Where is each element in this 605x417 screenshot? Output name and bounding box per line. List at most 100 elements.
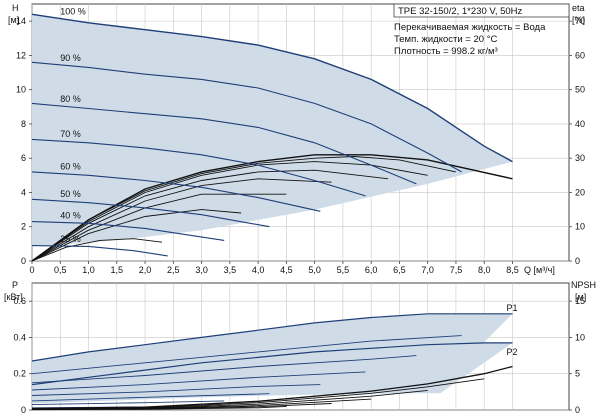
npsh-curves [31, 365, 513, 411]
head-curve-label-6: 40 % [60, 210, 81, 220]
flow-tick-label-15: 7,5 [450, 265, 463, 275]
head-curve-2 [31, 102, 417, 185]
npsh-axis-ticks: 0 5 10 15 [569, 296, 585, 415]
head-tick-label-0: 0 [21, 256, 26, 266]
power-axis-name: P [12, 280, 18, 290]
head-curve-6 [31, 221, 225, 241]
flow-tick-label-5: 2,5 [167, 265, 180, 275]
head-tick-label-6: 12 [16, 50, 26, 60]
eta-axis-unit: [%] [572, 15, 585, 25]
flow-tick-label-4: 2,0 [139, 265, 152, 275]
flow-tick-label-13: 6,5 [393, 265, 406, 275]
power-series-p1 [31, 313, 513, 362]
power-series-labels: P1 P2 [506, 303, 517, 357]
head-operating-envelope [32, 14, 513, 246]
head-curve-4 [31, 171, 321, 212]
head-axis-name: H [12, 3, 19, 13]
eta-curve-4 [31, 178, 332, 262]
pump-title-box [393, 3, 570, 18]
flow-axis-label: Q [м³/ч] [524, 265, 555, 275]
power-npsh-chart: P1 P2 0 0.2 0.4 0.6 0 5 10 15 P [кВт] NPSH [м] [4, 280, 596, 415]
flow-tick-label-10: 5,0 [308, 265, 321, 275]
head-curve-label-1: 90 % [60, 53, 81, 63]
power-axis-ticks: 0 0.2 0.4 0.6 [13, 296, 32, 415]
fluid-temp-info: Темп. жидкости = 20 °C [394, 34, 497, 45]
npsh-curve-0 [31, 365, 513, 410]
power-tick-label-0: 0 [21, 405, 26, 415]
eta-tick-label-2: 20 [575, 187, 585, 197]
eta-tick-label-5: 50 [575, 85, 585, 95]
flow-tick-label-9: 4,5 [280, 265, 293, 275]
power-family-curve-5 [31, 400, 225, 406]
power-family-curve-4 [31, 393, 270, 402]
eta-tick-label-4: 40 [575, 119, 585, 129]
head-curve-label-0: 100 % [60, 7, 86, 17]
flow-tick-label-14: 7,0 [421, 265, 434, 275]
flow-tick-label-6: 3,0 [195, 265, 208, 275]
flow-tick-label-11: 5,5 [337, 265, 350, 275]
head-curve-label-3: 70 % [60, 129, 81, 139]
head-curves [31, 13, 513, 257]
head-curve-5 [31, 198, 270, 228]
npsh-tick-label-3: 15 [575, 296, 585, 306]
head-axis-unit: [м] [8, 15, 19, 25]
npsh-tick-label-0: 0 [575, 405, 580, 415]
head-chart: 100 % 90 % 80 % 70 % 60 % 50 % 40 % 25 % 0 2 4 6 8 1… [8, 3, 585, 275]
npsh-tick-label-2: 10 [575, 332, 585, 342]
head-curve-0 [31, 13, 513, 163]
head-tick-label-5: 10 [16, 85, 26, 95]
flow-tick-label-8: 4,0 [252, 265, 265, 275]
npsh-axis-name: NPSH [571, 280, 596, 290]
head-curve-labels: 100 % 90 % 80 % 70 % 60 % 50 % 40 % 25 % [60, 7, 86, 244]
head-tick-label-1: 2 [21, 222, 26, 232]
head-curve-label-5: 50 % [60, 189, 81, 199]
eta-curve-6 [31, 209, 242, 262]
power-axis-unit: [кВт] [4, 292, 23, 302]
eta-tick-label-7: 70 [575, 16, 585, 26]
flow-tick-label-0: 0 [29, 265, 34, 275]
flow-axis-ticks: 0 0,5 1,0 1,5 2,0 2,5 3,0 3,5 4,0 4,5 5,0 5,5 6,0 6,5… [29, 261, 519, 275]
power-family-curve-0 [31, 335, 462, 375]
head-curve-1 [31, 61, 462, 173]
flow-tick-label-3: 1,5 [111, 265, 124, 275]
head-tick-label-4: 8 [21, 119, 26, 129]
power-tick-label-1: 0.2 [13, 369, 26, 379]
head-tick-label-2: 4 [21, 187, 26, 197]
head-tick-label-7: 14 [16, 16, 26, 26]
eta-curve-0 [31, 154, 513, 262]
flow-tick-label-1: 0,5 [54, 265, 67, 275]
power-series-label-p2: P2 [506, 347, 517, 357]
power-family-curve-1 [31, 355, 417, 384]
eta-axis-ticks: 0 10 20 30 40 50 60 70 [569, 16, 585, 266]
head-curve-label-7: 25 % [60, 234, 81, 244]
eta-axis-name: eta [572, 3, 585, 13]
eta-tick-label-1: 10 [575, 222, 585, 232]
power-series-label-p1: P1 [506, 303, 517, 313]
flow-tick-label-16: 8,0 [478, 265, 491, 275]
eta-tick-label-0: 0 [575, 256, 580, 266]
head-curve-3 [31, 138, 366, 197]
head-curve-7 [31, 245, 168, 257]
head-tick-label-3: 6 [21, 153, 26, 163]
power-series-p2 [31, 342, 513, 386]
power-family-curve-2 [31, 371, 366, 391]
power-tick-label-2: 0.4 [13, 332, 26, 342]
power-family-curve-3 [31, 384, 321, 396]
eta-tick-label-6: 60 [575, 50, 585, 60]
flow-tick-label-7: 3,5 [224, 265, 237, 275]
pump-title: TPE 32-150/2, 1*230 V, 50Hz [398, 6, 523, 17]
flow-tick-label-12: 6,0 [365, 265, 378, 275]
eta-curve-7 [31, 238, 163, 262]
eta-curve-1 [31, 156, 456, 262]
head-axis-ticks: 0 2 4 6 8 10 12 14 [16, 16, 32, 266]
head-curve-label-2: 80 % [60, 94, 81, 104]
eta-curve-2 [31, 161, 428, 262]
npsh-axis-unit: [м] [575, 292, 586, 302]
flow-tick-label-2: 1,0 [82, 265, 95, 275]
fluid-info: Перекачиваемая жидкость = Вода [394, 22, 546, 33]
npsh-curve-5 [31, 405, 287, 411]
fluid-density-info: Плотность = 998.2 кг/м³ [394, 46, 498, 57]
head-curve-label-4: 60 % [60, 162, 81, 172]
